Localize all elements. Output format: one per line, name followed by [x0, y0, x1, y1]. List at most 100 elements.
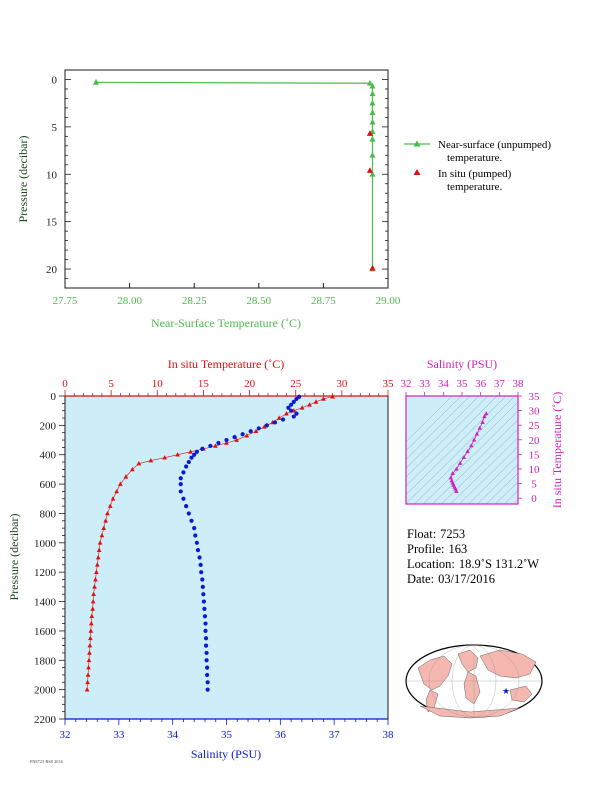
ts-point: [484, 411, 489, 416]
float-label: Float:: [407, 527, 437, 541]
profile-temperature-label: In situ Temperature (˚C): [168, 357, 285, 371]
salinity-point: [205, 680, 210, 685]
legend: Near-surface (unpumped) temperature. In …: [404, 139, 551, 193]
temp-tick-label: 30: [336, 378, 348, 390]
near-surface-point: [369, 151, 376, 158]
salinity-point: [232, 435, 237, 440]
temperature-point: [123, 474, 129, 479]
temperature-point: [93, 576, 98, 582]
salinity-point: [204, 650, 209, 656]
salinity-point: [294, 411, 299, 416]
ts-density-contours: [406, 396, 518, 504]
ts-plot-background: [406, 396, 518, 504]
ts-y-tick-label: 0: [531, 493, 537, 505]
profile-pressure-ticks: 0 200 400 600 800 1000 1200 1400 1600 1800 2000 220…: [34, 391, 65, 726]
profile-pressure-label: Pressure (decibar): [7, 514, 21, 601]
salinity-tick-label: 38: [383, 729, 395, 741]
salinity-point: [240, 432, 245, 437]
profile-temperature-ticks: 0 5 10 15 20 25 30 35: [62, 378, 394, 396]
ts-temperature-ticks: 0 5 10 15 20 25 30 35: [518, 391, 540, 505]
ts-point: [480, 419, 485, 424]
location-value: 18.9˚S 131.2˚W: [458, 557, 540, 571]
density-contour: [406, 396, 516, 504]
salinity-tick-label: 34: [167, 729, 179, 741]
temperature-point: [110, 496, 116, 501]
in-situ-point: [369, 264, 376, 271]
salinity-point: [289, 402, 294, 407]
salinity-point: [272, 420, 278, 425]
salinity-point: [205, 665, 210, 670]
ts-point: [454, 488, 459, 493]
top-y-tick-label: 20: [46, 264, 58, 276]
float-row: Float: 7253: [407, 527, 543, 542]
temperature-point: [107, 503, 113, 508]
ts-point: [465, 449, 470, 454]
ts-point: [452, 484, 457, 489]
temperature-point: [307, 402, 312, 407]
legend-near-surface-marker: [413, 140, 421, 147]
temp-tick-label: 0: [62, 378, 68, 390]
salinity-point: [178, 476, 183, 481]
profile-row: Profile: 163: [407, 542, 543, 557]
temperature-point: [213, 443, 218, 448]
map-graticule: [406, 644, 542, 718]
temperature-point: [88, 628, 94, 633]
temperature-point: [130, 466, 135, 472]
ts-x-tick-label: 33: [419, 378, 431, 390]
near-surface-point: [369, 118, 376, 125]
pressure-tick-label: 0: [51, 391, 57, 403]
ts-point: [449, 478, 454, 483]
near-surface-point: [92, 78, 100, 85]
salinity-point: [202, 614, 208, 619]
near-surface-line: [96, 81, 374, 270]
density-contour: [406, 396, 489, 478]
salinity-point: [203, 643, 209, 648]
near-surface-point: [369, 109, 376, 116]
density-contour: [406, 396, 453, 443]
ts-point: [457, 460, 463, 465]
top-plot-x-label: Near-Surface Temperature (˚C): [151, 316, 301, 330]
pressure-tick-label: 1000: [34, 538, 57, 550]
density-contour: [476, 463, 518, 504]
salinity-point: [294, 396, 299, 402]
ts-temperature-label: In situ Temperature (˚C): [550, 392, 564, 509]
density-contour: [431, 419, 518, 504]
temp-tick-label: 15: [198, 378, 210, 390]
salinity-point: [289, 408, 294, 413]
temperature-point: [118, 481, 123, 486]
temperature-point: [136, 460, 142, 466]
profile-plot-background: [65, 396, 388, 719]
top-y-tick-label: 5: [52, 122, 58, 134]
temperature-point: [321, 396, 326, 401]
temperature-point: [276, 415, 282, 420]
salinity-tick-label: 36: [275, 729, 287, 741]
density-contour: [406, 396, 507, 495]
ts-y-tick-label: 20: [529, 435, 541, 447]
near-surface-point: [369, 82, 376, 89]
temperature-point: [91, 591, 96, 597]
pressure-tick-label: 1800: [34, 655, 57, 667]
pressure-tick-label: 600: [40, 479, 57, 491]
salinity-point: [200, 584, 205, 589]
temperature-point: [88, 635, 93, 641]
world-map: ★: [405, 644, 543, 719]
temperature-point: [90, 606, 96, 611]
pressure-tick-label: 2200: [34, 714, 57, 726]
date-value: 03/17/2016: [438, 572, 496, 586]
salinity-point: [200, 446, 205, 451]
top-y-tick-label: 0: [52, 74, 58, 86]
temperature-point: [224, 440, 229, 445]
ts-point: [454, 466, 459, 471]
temperature-point: [162, 455, 168, 460]
temperature-point: [299, 405, 305, 410]
salinity-point: [204, 658, 209, 663]
map-float-location-marker: ★: [502, 686, 510, 696]
salinity-point: [286, 405, 291, 410]
salinity-point: [184, 464, 189, 469]
salinity-point: [280, 417, 286, 422]
salinity-point: [178, 481, 183, 487]
date-label: Date:: [407, 572, 435, 586]
top-x-tick-label: 27.75: [53, 295, 78, 307]
salinity-point: [201, 592, 206, 597]
